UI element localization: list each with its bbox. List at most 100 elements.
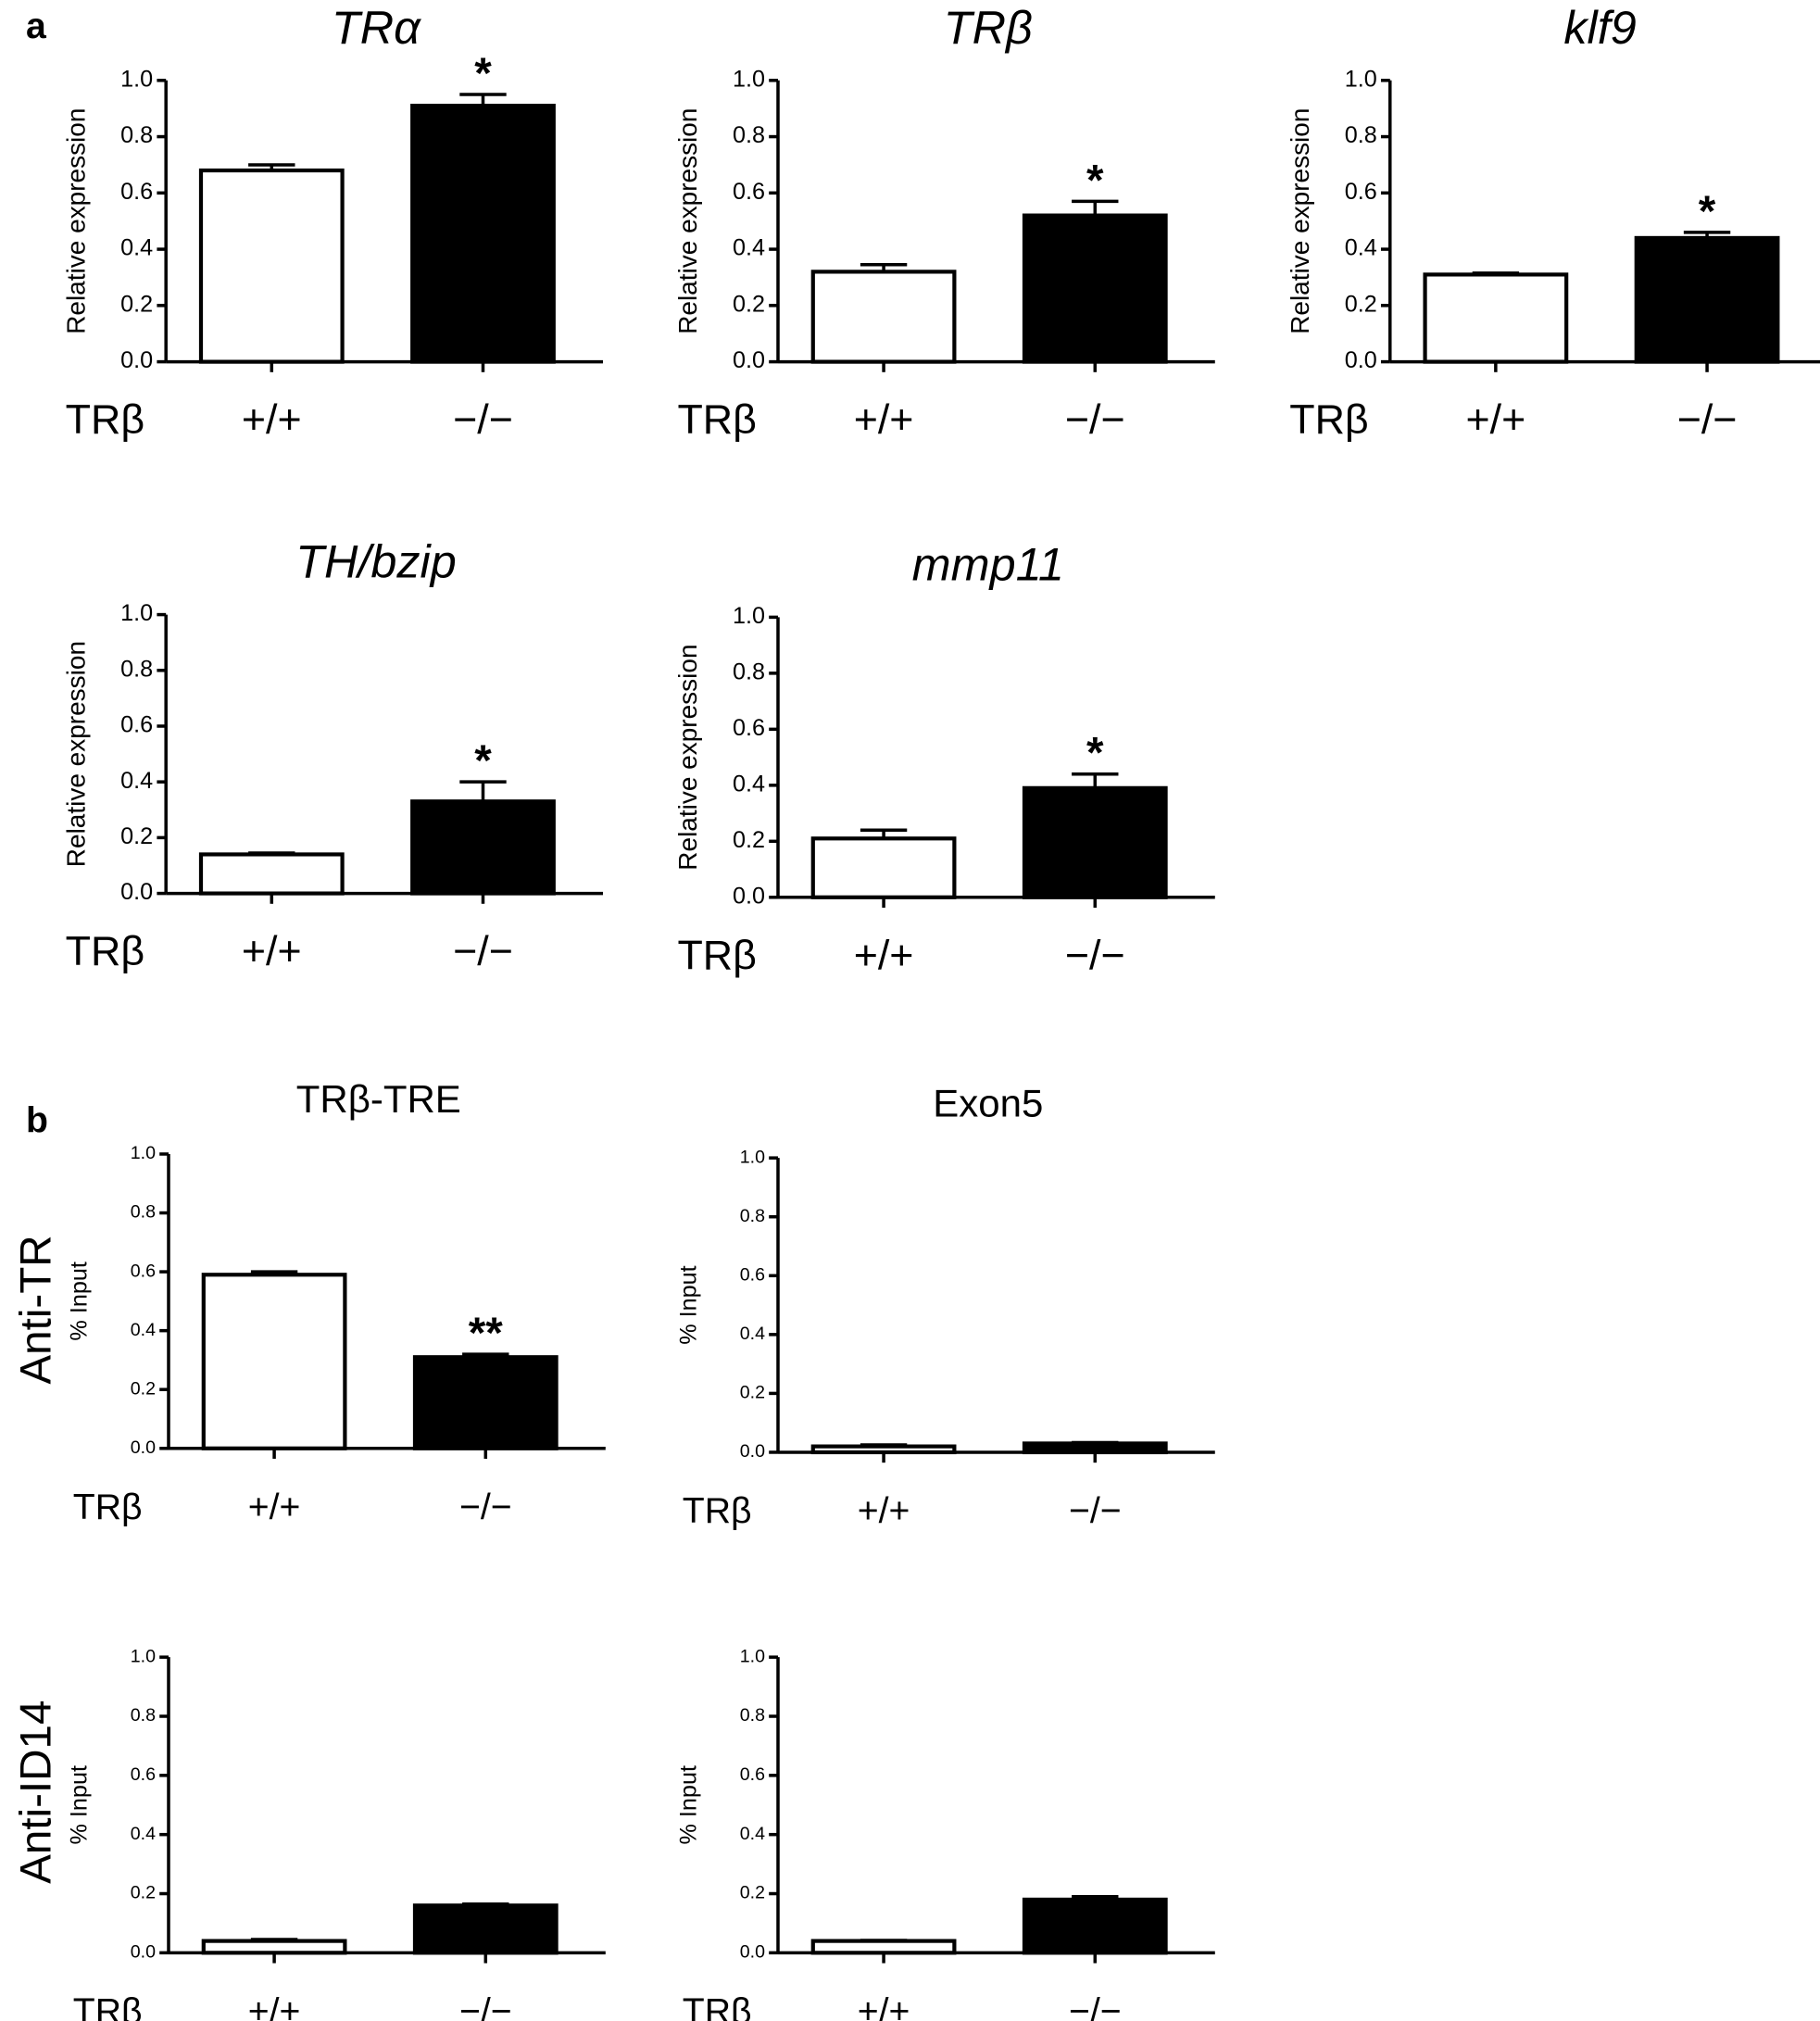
- significance-label: *: [474, 49, 492, 98]
- y-axis-label: Relative expression: [673, 644, 702, 870]
- bar: [810, 270, 957, 364]
- y-tick-label: 1.0: [120, 66, 153, 92]
- significance-label: *: [1086, 729, 1104, 778]
- y-tick-label: 0.8: [733, 659, 765, 685]
- significance-label: **: [469, 1309, 504, 1358]
- bar: [1022, 785, 1168, 899]
- x-tick-label: −/−: [1065, 396, 1125, 443]
- y-tick-label: 0.0: [120, 879, 153, 905]
- y-axis-label: Relative expression: [61, 641, 90, 867]
- significance-label: *: [474, 736, 492, 785]
- y-tick-label: 0.6: [131, 1764, 156, 1785]
- y-tick-label: 1.0: [733, 603, 765, 629]
- chart-title: TRα: [332, 1, 421, 54]
- bar: [1022, 1441, 1168, 1455]
- x-group-label: TRβ: [677, 932, 756, 978]
- bar: [410, 799, 556, 896]
- y-tick-label: 0.2: [733, 291, 765, 317]
- x-tick-label: +/+: [248, 1992, 301, 2021]
- y-axis-label: % Input: [66, 1765, 92, 1844]
- y-tick-label: 0.4: [131, 1320, 156, 1340]
- x-group-label: TRβ: [683, 1992, 752, 2021]
- bar: [410, 104, 556, 364]
- bar: [412, 1903, 559, 1955]
- x-tick-label: +/+: [858, 1992, 910, 2021]
- x-tick-label: −/−: [453, 396, 513, 443]
- x-tick-label: +/+: [242, 396, 302, 443]
- chart: Exon5 0.0 0.2 0.4 0.6 0.8 1.0 % Input TRβ +/+ −/−: [675, 1081, 1215, 1531]
- chart: TRβ 0.0 0.2 0.4 0.6 0.8 1.0 Relative expression…: [673, 1, 1215, 443]
- y-tick-label: 0.2: [733, 827, 765, 853]
- x-group-label: TRβ: [73, 1992, 143, 2021]
- y-tick-label: 0.6: [120, 179, 153, 205]
- x-group-label: TRβ: [66, 928, 144, 974]
- y-tick-label: 0.0: [733, 883, 765, 909]
- chart-title: mmp11: [912, 538, 1064, 591]
- y-tick-label: 0.0: [1345, 347, 1377, 373]
- y-tick-label: 0.2: [740, 1883, 765, 1903]
- x-group-label: TRβ: [683, 1491, 752, 1531]
- y-tick-label: 0.6: [131, 1261, 156, 1281]
- x-tick-label: +/+: [242, 928, 302, 974]
- y-tick-label: 1.0: [740, 1147, 765, 1167]
- chart-title: Exon5: [933, 1081, 1043, 1124]
- y-tick-label: 0.0: [733, 347, 765, 373]
- x-tick-label: −/−: [1065, 932, 1125, 978]
- bar: [810, 1444, 957, 1455]
- y-tick-label: 0.4: [120, 768, 153, 794]
- chart-title: klf9: [1563, 1, 1636, 54]
- x-tick-label: +/+: [248, 1488, 301, 1527]
- chart: TH/bzip 0.0 0.2 0.4 0.6 0.8 1.0 Relative expres…: [61, 535, 603, 974]
- y-tick-label: 1.0: [131, 1143, 156, 1163]
- y-tick-label: 0.0: [120, 347, 153, 373]
- y-axis-label: % Input: [66, 1262, 92, 1340]
- bar: [1022, 1897, 1168, 1955]
- bar: [810, 836, 957, 899]
- x-tick-label: −/−: [1069, 1992, 1122, 2021]
- y-axis-label: % Input: [675, 1765, 701, 1844]
- y-tick-label: 1.0: [131, 1646, 156, 1666]
- y-tick-label: 0.0: [131, 1942, 156, 1963]
- y-axis-label: % Input: [675, 1265, 701, 1344]
- x-tick-label: −/−: [1677, 396, 1738, 443]
- x-group-label: TRβ: [1289, 396, 1368, 443]
- bar: [201, 1939, 347, 1955]
- y-tick-label: 0.4: [1345, 235, 1377, 261]
- y-tick-label: 0.6: [1345, 179, 1377, 205]
- x-tick-label: −/−: [1069, 1491, 1122, 1531]
- chart: 0.0 0.2 0.4 0.6 0.8 1.0 % Input TRβ +/+ −/−: [675, 1646, 1215, 2021]
- bar: [1634, 235, 1780, 364]
- y-tick-label: 0.8: [1345, 122, 1377, 148]
- bar: [201, 1273, 347, 1450]
- y-tick-label: 0.2: [740, 1383, 765, 1403]
- y-tick-label: 0.6: [733, 179, 765, 205]
- x-tick-label: +/+: [858, 1491, 910, 1531]
- y-tick-label: 1.0: [1345, 66, 1377, 92]
- x-tick-label: +/+: [1465, 396, 1525, 443]
- y-tick-label: 0.2: [131, 1883, 156, 1903]
- y-tick-label: 0.8: [131, 1202, 156, 1223]
- y-tick-label: 0.6: [740, 1264, 765, 1285]
- x-tick-label: −/−: [459, 1488, 512, 1527]
- x-tick-label: −/−: [453, 928, 513, 974]
- chart: mmp11 0.0 0.2 0.4 0.6 0.8 1.0 Relative expressi…: [673, 538, 1215, 978]
- chart: TRα 0.0 0.2 0.4 0.6 0.8 1.0 Relative expression…: [61, 1, 603, 443]
- y-tick-label: 0.4: [131, 1824, 156, 1844]
- y-axis-label: Relative expression: [61, 108, 90, 334]
- x-group-label: TRβ: [73, 1488, 143, 1527]
- y-tick-label: 0.8: [120, 656, 153, 682]
- x-tick-label: +/+: [854, 932, 914, 978]
- bar: [198, 168, 345, 364]
- bar: [1022, 213, 1168, 364]
- y-tick-label: 0.2: [131, 1378, 156, 1399]
- chart-title: TRβ: [944, 1, 1033, 54]
- y-tick-label: 0.2: [1345, 291, 1377, 317]
- significance-label: *: [1086, 156, 1104, 205]
- y-tick-label: 0.8: [740, 1206, 765, 1226]
- y-tick-label: 0.6: [740, 1764, 765, 1785]
- y-tick-label: 0.8: [131, 1705, 156, 1726]
- chart: 0.0 0.2 0.4 0.6 0.8 1.0 % Input TRβ +/+ −/−: [66, 1646, 606, 2021]
- x-group-label: TRβ: [677, 396, 756, 443]
- panel-label: a: [26, 6, 47, 46]
